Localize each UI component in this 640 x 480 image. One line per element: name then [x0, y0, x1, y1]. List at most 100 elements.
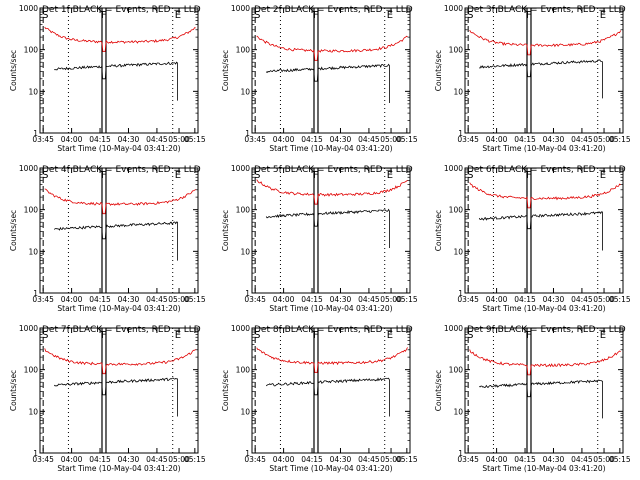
marker-label-e: E [387, 330, 393, 341]
marker-label-s: S [42, 170, 48, 181]
y-tick-label: 100 [449, 46, 464, 55]
x-tick-label: 04:30 [543, 295, 565, 304]
x-tick-label: 05:15 [184, 455, 206, 464]
y-tick-label: 1000 [444, 324, 463, 333]
x-tick-label: 04:15 [301, 135, 323, 144]
events-series-line [53, 377, 178, 417]
y-tick-label: 100 [449, 366, 464, 375]
panel-title: Det 5f BLACK = Events, RED = LLD [254, 165, 413, 175]
y-tick-label: 1000 [231, 324, 250, 333]
y-tick-label: 1000 [444, 164, 463, 173]
panel-title: Det 2f BLACK = Events, RED = LLD [254, 5, 413, 15]
x-tick-label: 04:15 [514, 455, 536, 464]
x-tick-label: 05:15 [396, 295, 418, 304]
y-tick-label: 1000 [231, 164, 250, 173]
x-tick-label: 03:45 [244, 295, 266, 304]
x-tick-label: 04:30 [330, 455, 352, 464]
x-tick-label: 04:15 [89, 135, 111, 144]
x-tick-label: 04:00 [61, 295, 83, 304]
x-tick-label: 04:00 [273, 135, 295, 144]
lld-series-line [44, 26, 196, 52]
marker-label-f: F [313, 170, 319, 181]
y-tick-label: 1000 [231, 4, 250, 13]
x-tick-label: 03:45 [32, 295, 54, 304]
x-axis-label: Start Time (10-May-04 03:41:20) [269, 464, 392, 473]
y-tick-label: 10 [28, 247, 38, 256]
x-tick-label: 04:45 [358, 135, 380, 144]
y-tick-label: 1 [245, 449, 250, 458]
x-tick-label: 04:15 [301, 455, 323, 464]
lld-series-line [44, 188, 196, 215]
marker-label-e: E [387, 170, 393, 181]
marker-label-f: F [526, 170, 532, 181]
y-tick-label: 10 [453, 407, 463, 416]
x-tick-label: 03:45 [32, 455, 54, 464]
panel-2: Det 2f BLACK = Events, RED = LLD 1 10 100 10… [221, 4, 418, 153]
lld-series-line [256, 179, 408, 205]
plot-frame [464, 7, 624, 134]
marker-label-e: E [600, 330, 606, 341]
marker-label-f: F [526, 330, 532, 341]
x-tick-label: 04:00 [273, 295, 295, 304]
x-tick-label: 03:45 [244, 455, 266, 464]
x-tick-label: 04:15 [514, 135, 536, 144]
x-tick-label: 04:30 [118, 295, 140, 304]
x-tick-label: 04:30 [543, 455, 565, 464]
x-axis-label: Start Time (10-May-04 03:41:20) [57, 144, 180, 153]
marker-label-f: F [526, 10, 532, 21]
plot-frame [39, 327, 199, 454]
marker-label-f: F [313, 10, 319, 21]
marker-label-e: E [600, 170, 606, 181]
x-tick-label: 04:15 [301, 295, 323, 304]
plot-frame [39, 167, 199, 294]
x-tick-label: 04:45 [571, 295, 593, 304]
x-tick-label: 04:45 [146, 455, 168, 464]
x-tick-label: 04:30 [118, 135, 140, 144]
panel-6: Det 6f BLACK = Events, RED = LLD 1 10 100 10… [434, 164, 631, 313]
events-series-line [54, 61, 178, 101]
y-axis-label: Counts/sec [434, 50, 443, 91]
marker-label-f: F [101, 170, 107, 181]
x-tick-label: 05:00 [168, 295, 190, 304]
x-tick-label: 05:15 [609, 295, 631, 304]
plot-frame [464, 327, 624, 454]
panel-4: Det 4f BLACK = Events, RED = LLD 1 10 100 10… [9, 164, 206, 313]
marker-label-s: S [467, 330, 473, 341]
y-tick-label: 1000 [19, 324, 38, 333]
y-tick-label: 10 [240, 407, 250, 416]
lld-series-line [469, 30, 621, 56]
panel-title: Det 6f BLACK = Events, RED = LLD [467, 165, 626, 175]
y-tick-label: 100 [24, 46, 39, 55]
x-tick-label: 03:45 [32, 135, 54, 144]
y-tick-label: 1 [458, 129, 463, 138]
lld-series-line [256, 35, 408, 61]
marker-label-s: S [42, 330, 48, 341]
y-tick-label: 100 [449, 206, 464, 215]
x-tick-label: 04:45 [571, 135, 593, 144]
y-tick-label: 1 [33, 449, 38, 458]
y-tick-label: 100 [24, 366, 39, 375]
x-tick-label: 04:45 [358, 295, 380, 304]
marker-label-s: S [42, 10, 48, 21]
panel-title: Det 1f BLACK = Events, RED = LLD [42, 5, 201, 15]
x-axis-label: Start Time (10-May-04 03:41:20) [269, 144, 392, 153]
plot-frame [464, 167, 624, 294]
x-tick-label: 05:15 [396, 135, 418, 144]
x-tick-label: 04:15 [89, 455, 111, 464]
x-tick-label: 05:00 [168, 455, 190, 464]
panel-7: Det 7f BLACK = Events, RED = LLD 1 10 100 10… [9, 324, 206, 473]
x-tick-label: 03:45 [457, 135, 479, 144]
y-tick-label: 10 [453, 87, 463, 96]
events-series-line [265, 377, 390, 417]
y-tick-label: 1 [458, 289, 463, 298]
marker-label-s: S [467, 170, 473, 181]
marker-label-f: F [101, 330, 107, 341]
x-axis-label: Start Time (10-May-04 03:41:20) [482, 464, 605, 473]
x-axis-label: Start Time (10-May-04 03:41:20) [482, 304, 605, 313]
y-tick-label: 1 [33, 289, 38, 298]
x-tick-label: 05:15 [609, 135, 631, 144]
events-series-line [265, 208, 390, 248]
events-series-line [478, 211, 603, 251]
x-tick-label: 05:00 [593, 135, 615, 144]
y-axis-label: Counts/sec [434, 370, 443, 411]
